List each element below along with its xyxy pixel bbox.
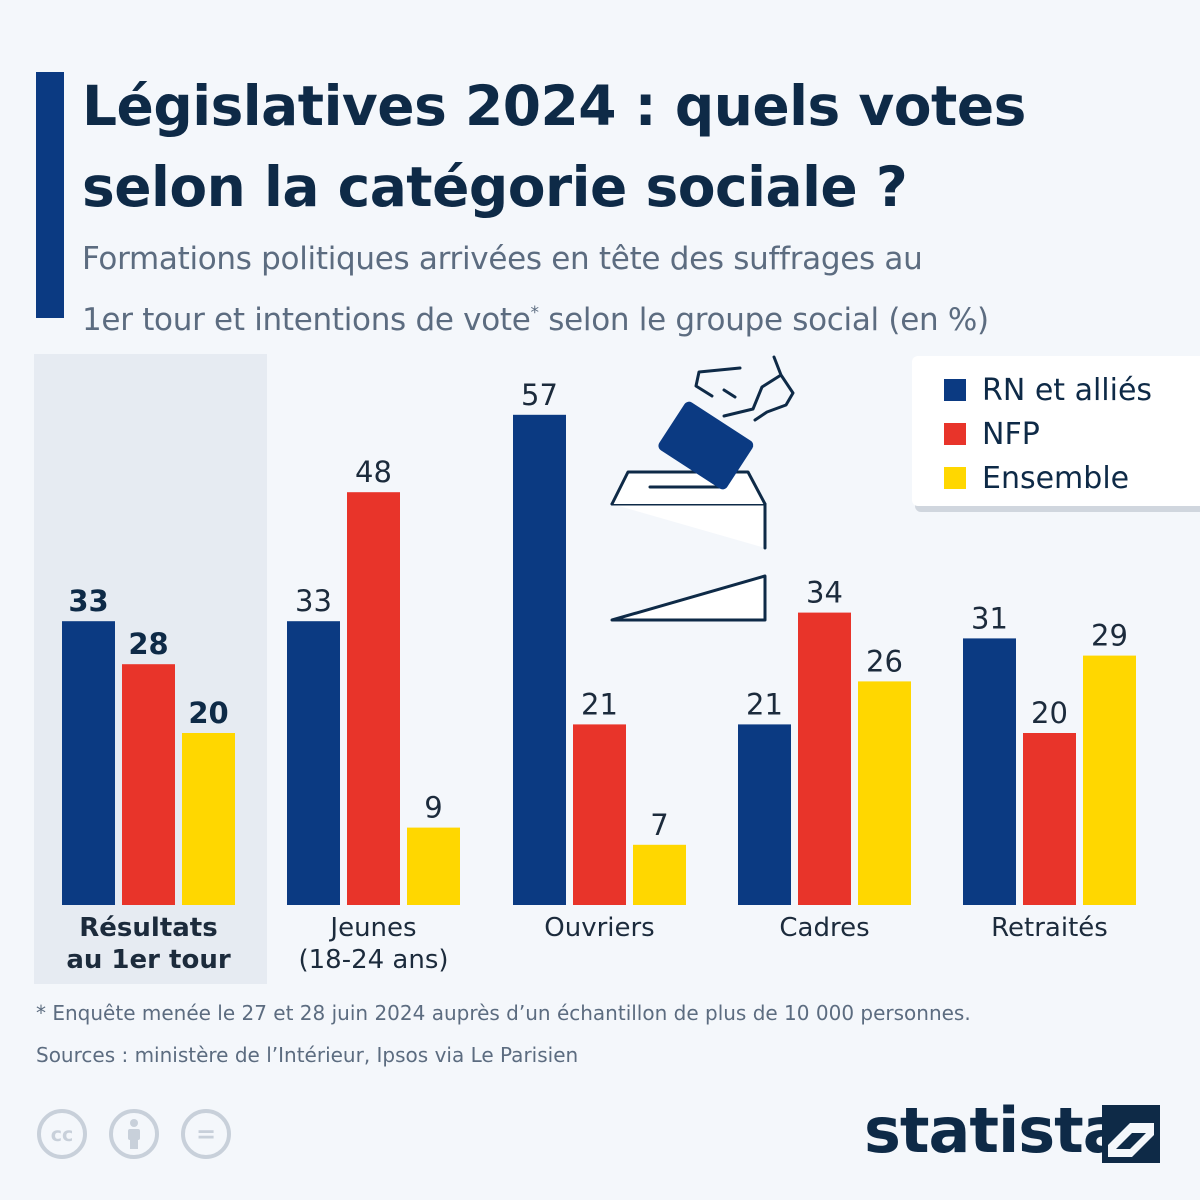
subtitle-line-1: Formations politiques arrivées en tête d… — [82, 241, 923, 277]
category-label-line: Résultats — [79, 913, 218, 943]
category-label-line: (18-24 ans) — [298, 945, 449, 975]
title-accent-bar — [36, 72, 64, 318]
bar-resultats-au-1er-tour-ensemble — [182, 733, 235, 905]
bars-group: 33 28 20 33 48 9 57 21 7 21 34 26 31 20 29 — [62, 378, 1136, 905]
legend-swatch-nfp — [944, 423, 966, 445]
category-label-line: au 1er tour — [66, 945, 231, 975]
value-label-jeunes-18-24-ans-nfp: 48 — [355, 455, 392, 489]
value-label-cadres-rn-et-allies: 21 — [746, 687, 783, 721]
category-label-ouvriers: Ouvriers — [493, 912, 706, 944]
category-label-line: Jeunes — [330, 913, 417, 943]
category-label-retraites: Retraités — [943, 912, 1156, 944]
no-derivatives-icon-text: = — [196, 1120, 216, 1148]
legend-item-rn: RN et alliés — [944, 370, 1152, 410]
bar-jeunes-18-24-ans-rn-et-allies — [287, 621, 340, 905]
bar-retraites-nfp — [1023, 733, 1076, 905]
subtitle-footnote-star: * — [530, 303, 540, 323]
bar-ouvriers-ensemble — [633, 844, 686, 905]
bar-ouvriers-rn-et-allies — [513, 414, 566, 905]
value-label-resultats-au-1er-tour-ensemble: 20 — [188, 696, 228, 730]
bar-resultats-au-1er-tour-rn-et-allies — [62, 621, 115, 905]
statista-logo-icon — [1102, 1105, 1160, 1163]
legend-item-ensemble: Ensemble — [944, 458, 1129, 498]
value-label-ouvriers-rn-et-allies: 57 — [521, 378, 558, 412]
bar-cadres-nfp — [798, 612, 851, 905]
bar-resultats-au-1er-tour-nfp — [122, 664, 175, 905]
value-label-retraites-nfp: 20 — [1031, 696, 1068, 730]
value-label-resultats-au-1er-tour-nfp: 28 — [128, 627, 168, 661]
legend-label-rn: RN et alliés — [982, 372, 1153, 408]
ballot-box-icon — [610, 502, 767, 622]
hand-icon — [694, 355, 795, 422]
value-label-cadres-ensemble: 26 — [866, 644, 903, 678]
legend: RN et alliés NFP Ensemble — [912, 356, 1200, 506]
cc-icon[interactable]: cc — [36, 1108, 88, 1160]
bar-retraites-ensemble — [1083, 655, 1136, 905]
subtitle-line-2a: 1er tour et intentions de vote — [82, 302, 531, 338]
bar-ouvriers-nfp — [573, 724, 626, 905]
cc-icon-text: cc — [51, 1124, 74, 1146]
ballot-paper-icon — [658, 401, 754, 490]
value-label-ouvriers-ensemble: 7 — [650, 808, 668, 842]
legend-item-nfp: NFP — [944, 414, 1040, 454]
bar-jeunes-18-24-ans-nfp — [347, 492, 400, 905]
sources: Sources : ministère de l’Intérieur, Ipso… — [36, 1043, 579, 1067]
value-label-jeunes-18-24-ans-rn-et-allies: 33 — [295, 584, 332, 618]
page-subtitle: Formations politiques arrivées en tête d… — [82, 232, 1182, 347]
title-line-1: Législatives 2024 : quels votes — [82, 74, 1026, 138]
category-label-line: Retraités — [991, 913, 1108, 943]
footnote: * Enquête menée le 27 et 28 juin 2024 au… — [36, 1001, 971, 1025]
legend-swatch-ensemble — [944, 467, 966, 489]
no-derivatives-icon[interactable]: = — [180, 1108, 232, 1160]
category-label-line: Cadres — [779, 913, 870, 943]
value-label-ouvriers-nfp: 21 — [581, 687, 618, 721]
ballot-box-illustration — [610, 355, 795, 622]
page-title: Législatives 2024 : quels votes selon la… — [82, 66, 1182, 228]
value-label-cadres-nfp: 34 — [806, 576, 843, 610]
legend-swatch-rn — [944, 379, 966, 401]
subtitle-line-2: 1er tour et intentions de vote* selon le… — [82, 286, 1182, 347]
value-label-jeunes-18-24-ans-ensemble: 9 — [424, 791, 442, 825]
legend-label-ensemble: Ensemble — [982, 460, 1130, 496]
bar-retraites-rn-et-allies — [963, 638, 1016, 905]
subtitle-line-2b: selon le groupe social (en %) — [538, 302, 989, 338]
bar-cadres-rn-et-allies — [738, 724, 791, 905]
category-label-jeunes-18-24-ans: Jeunes (18-24 ans) — [267, 912, 480, 976]
value-label-retraites-rn-et-allies: 31 — [971, 601, 1008, 635]
value-label-resultats-au-1er-tour-rn-et-allies: 33 — [68, 584, 108, 618]
statista-brand[interactable]: statista — [864, 1093, 1174, 1173]
bar-cadres-ensemble — [858, 681, 911, 905]
category-label-cadres: Cadres — [718, 912, 931, 944]
category-label-resultats-au-1er-tour: Résultats au 1er tour — [42, 912, 255, 976]
value-label-retraites-ensemble: 29 — [1091, 619, 1128, 653]
category-label-line: Ouvriers — [544, 913, 655, 943]
statista-wordmark: statista — [864, 1094, 1125, 1167]
legend-label-nfp: NFP — [982, 416, 1040, 452]
title-line-2: selon la catégorie sociale ? — [82, 155, 908, 219]
bar-jeunes-18-24-ans-ensemble — [407, 827, 460, 905]
attribution-icon[interactable] — [108, 1108, 160, 1160]
